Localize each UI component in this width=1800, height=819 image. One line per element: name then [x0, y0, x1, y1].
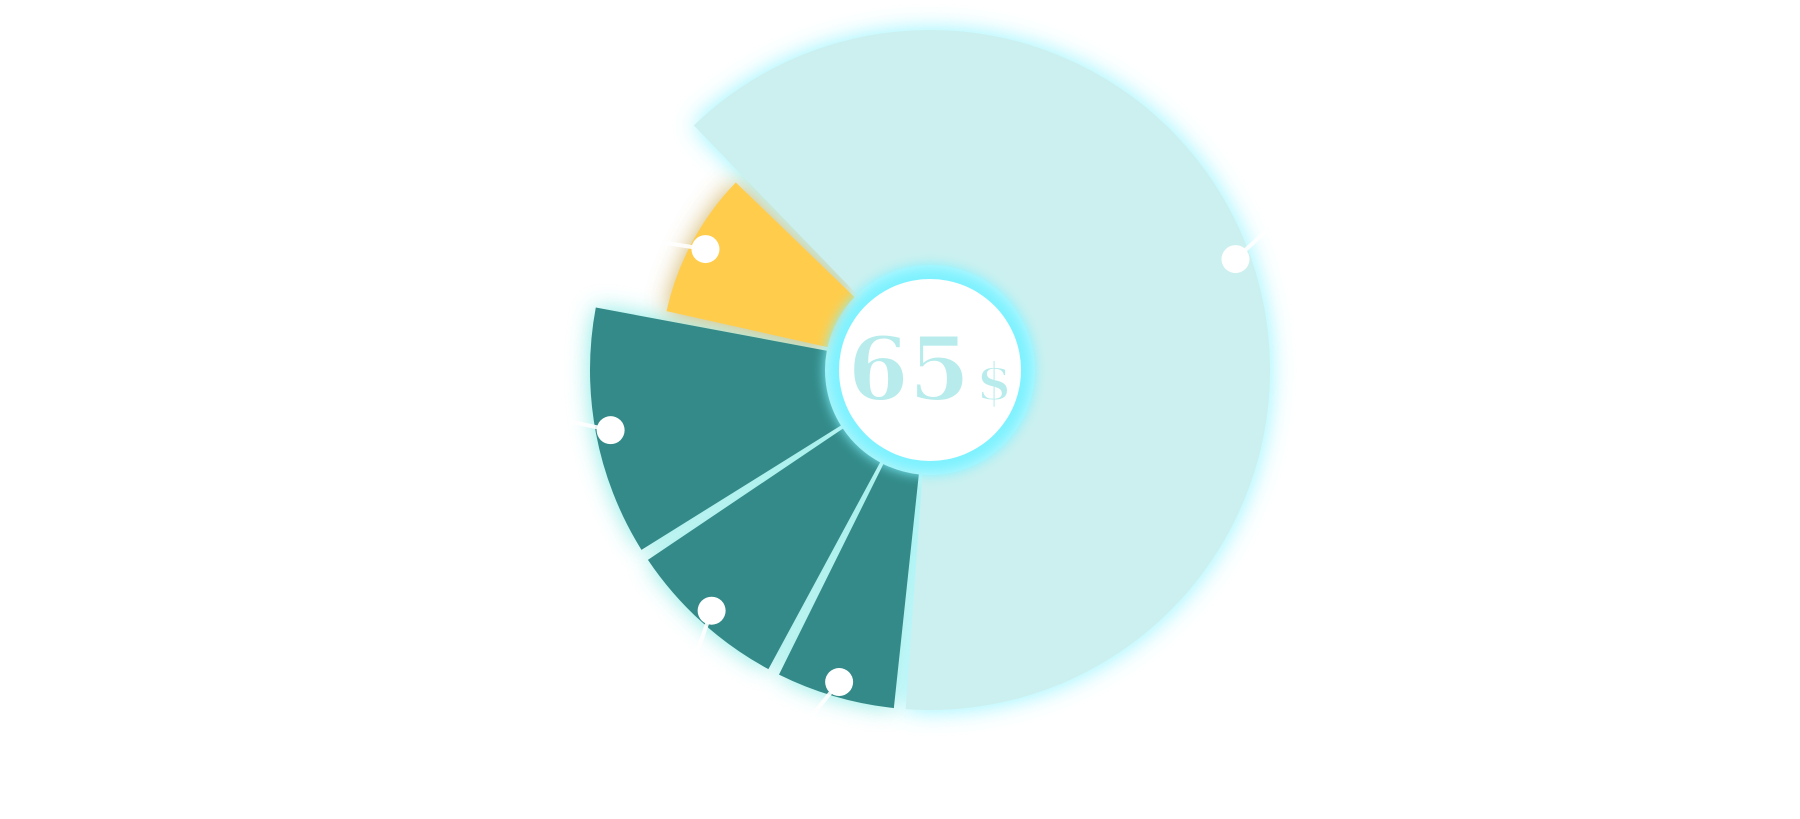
center-layer: 65 $ — [825, 265, 1035, 475]
leader-line-3 — [470, 398, 612, 433]
pie-slice-3[interactable] — [590, 307, 841, 550]
leader-dot-0 — [1221, 245, 1250, 274]
leader-dot-3 — [596, 416, 625, 445]
leader-line-4 — [566, 225, 706, 252]
pie-slice-4[interactable] — [666, 182, 855, 348]
leader-layer — [470, 160, 1342, 795]
leader-dot-1 — [825, 668, 854, 697]
pie-slice-1[interactable] — [778, 464, 919, 709]
leader-dot-2 — [697, 596, 726, 625]
leader-line-0 — [1234, 160, 1342, 261]
center-value-unit: $ — [976, 352, 1012, 413]
center-value-number: 65 — [848, 317, 970, 421]
center-disc — [839, 279, 1021, 461]
leader-line-2 — [662, 610, 714, 746]
pie-slice-0[interactable] — [693, 30, 1270, 710]
leader-dot-4 — [691, 235, 720, 264]
leader-line-1 — [747, 680, 841, 795]
center-value-label: 65 $ — [848, 317, 1013, 421]
